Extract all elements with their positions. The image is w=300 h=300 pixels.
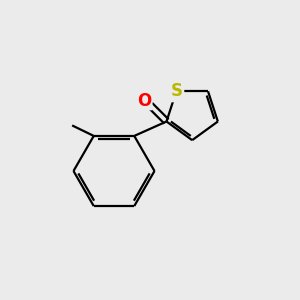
Text: O: O	[137, 92, 152, 110]
Text: S: S	[170, 82, 182, 100]
